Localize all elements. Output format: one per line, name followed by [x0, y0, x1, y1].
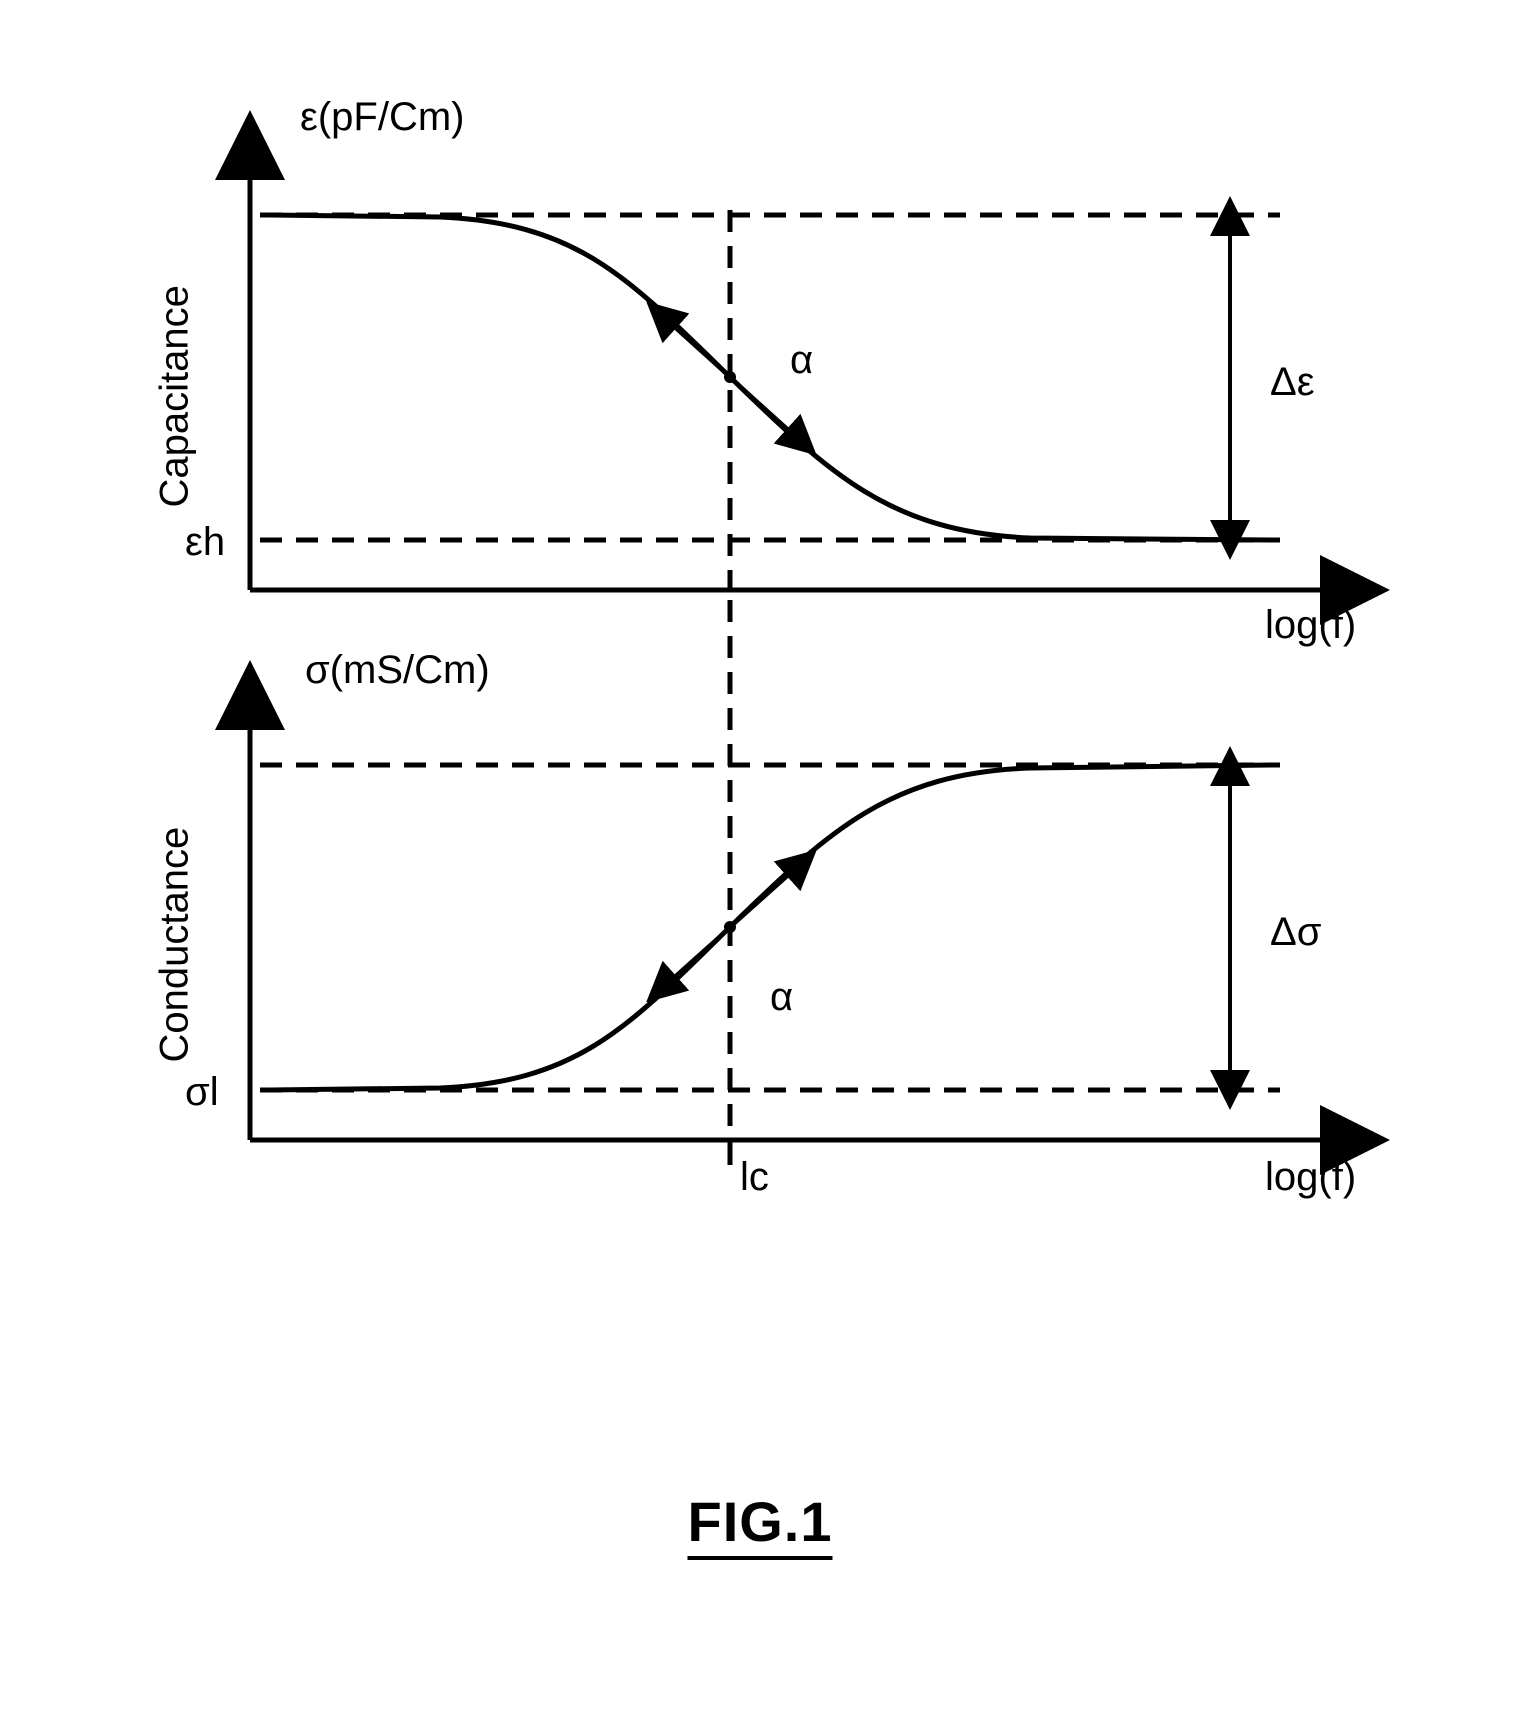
bottom-lower-bound-label: σl: [185, 1070, 219, 1115]
bottom-delta-label: Δσ: [1270, 910, 1321, 955]
top-lower-bound-label: εh: [185, 520, 225, 565]
bottom-x-axis-label: log(f): [1265, 1155, 1356, 1200]
top-x-axis-label: log(f): [1265, 603, 1356, 648]
top-slope-label: α: [790, 338, 813, 383]
bottom-y-axis-label: Conductance: [153, 803, 198, 1063]
bottom-slope-label: α: [770, 975, 793, 1020]
top-y-axis-label: Capacitance: [153, 258, 198, 508]
top-y-title: ε(pF/Cm): [300, 95, 464, 140]
top-center-dot: [724, 371, 736, 383]
top-sigmoid-curve: [270, 215, 1270, 540]
bottom-center-tick-label: lc: [740, 1155, 769, 1200]
top-delta-label: Δε: [1270, 360, 1315, 405]
bottom-sigmoid-curve: [270, 765, 1270, 1090]
bottom-center-dot: [724, 921, 736, 933]
bottom-y-title: σ(mS/Cm): [305, 648, 490, 693]
figure-label: FIG.1: [687, 1489, 832, 1560]
